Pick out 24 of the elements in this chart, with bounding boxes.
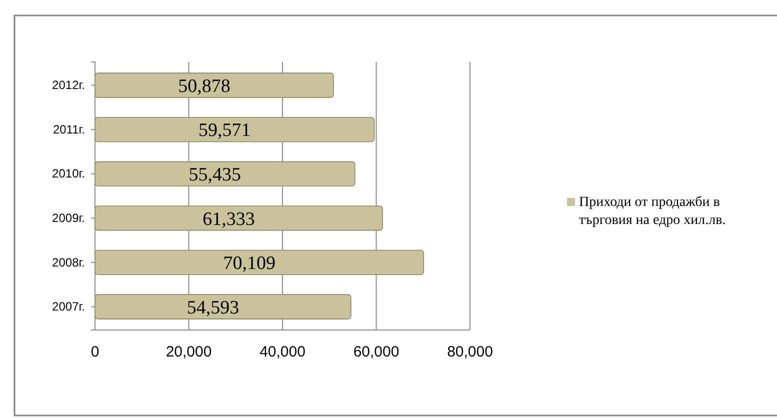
x-tick-label: 60,000 xyxy=(353,344,400,361)
x-tick-label: 40,000 xyxy=(260,344,306,361)
y-tick-label: 2007г. xyxy=(52,300,85,314)
bar xyxy=(94,250,424,276)
x-tick-label: 20,000 xyxy=(166,344,212,361)
y-tick-label: 2010г. xyxy=(52,166,85,181)
data-label: 61,333 xyxy=(202,208,255,230)
y-tick-label: 2008г. xyxy=(52,255,85,270)
x-tick-label: 80,000 xyxy=(447,344,493,361)
y-tick-label: 2012г. xyxy=(52,78,85,92)
y-tick-label: 2009г. xyxy=(52,210,85,225)
data-label: 54,593 xyxy=(186,297,240,318)
x-tick-label: 0 xyxy=(90,344,100,361)
bar xyxy=(94,116,375,142)
bar xyxy=(94,206,383,231)
y-tick-label: 2011г. xyxy=(52,122,85,136)
data-label: 59,571 xyxy=(198,120,251,142)
data-label: 70,109 xyxy=(223,253,276,274)
bar xyxy=(94,161,356,186)
data-label: 50,878 xyxy=(178,76,230,97)
bar xyxy=(94,294,352,320)
bar xyxy=(94,72,334,98)
data-label: 55,435 xyxy=(188,164,242,186)
legend-label: Приходи от продажби в търговия на едро хил.лв. xyxy=(579,195,726,228)
